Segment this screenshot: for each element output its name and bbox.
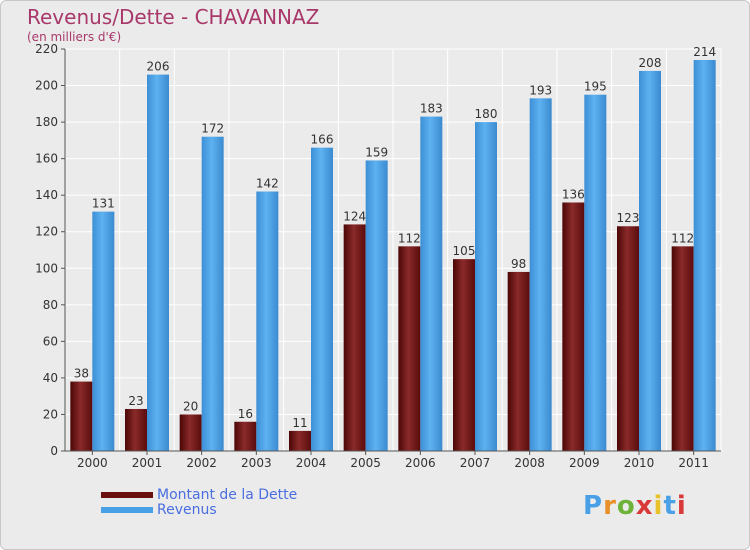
- y-tick-label: 100: [35, 261, 58, 275]
- bar-revenus: [529, 98, 552, 451]
- x-tick-label: 2008: [514, 456, 545, 470]
- bar-revenus: [201, 136, 224, 451]
- bar-revenus: [147, 74, 169, 451]
- y-tick-label: 200: [35, 79, 58, 93]
- y-tick-label: 220: [35, 42, 58, 56]
- data-label-revenus: 180: [475, 107, 498, 121]
- x-tick-label: 2000: [77, 456, 108, 470]
- x-tick-label: 2002: [186, 456, 217, 470]
- y-tick-label: 80: [43, 298, 58, 312]
- data-label-revenus: 183: [420, 102, 443, 116]
- bar-revenus: [420, 116, 443, 451]
- data-label-dette: 105: [453, 244, 476, 258]
- bar-revenus: [639, 70, 661, 451]
- chart-subtitle: (en milliers d'€): [27, 30, 122, 44]
- logo-letter: r: [603, 491, 617, 521]
- x-tick-label: 2006: [405, 456, 436, 470]
- y-tick-label: 160: [35, 152, 58, 166]
- bar-dette: [507, 271, 530, 451]
- data-label-revenus: 195: [584, 80, 607, 94]
- data-label-revenus: 208: [639, 56, 662, 70]
- data-label-dette: 98: [511, 257, 526, 271]
- legend-label-dette: Montant de la Dette: [157, 486, 298, 503]
- bar-dette: [125, 408, 147, 451]
- data-label-revenus: 206: [147, 60, 170, 74]
- data-label-revenus: 193: [529, 83, 552, 97]
- data-label-dette: 123: [617, 211, 640, 225]
- logo-letter: P: [583, 491, 604, 521]
- legend-swatch-dette: [101, 491, 153, 498]
- bar-dette: [343, 224, 366, 451]
- data-label-dette: 112: [398, 231, 421, 245]
- bar-revenus: [693, 59, 716, 452]
- x-tick-label: 2004: [296, 456, 327, 470]
- data-label-dette: 16: [238, 407, 253, 421]
- data-label-dette: 38: [74, 367, 89, 381]
- bar-dette: [617, 226, 639, 451]
- data-label-revenus: 214: [693, 45, 716, 59]
- legend-item-revenus: Revenus: [101, 501, 297, 518]
- data-label-revenus: 166: [311, 133, 334, 147]
- proxiti-logo: Proxiti: [583, 491, 687, 521]
- bar-dette: [234, 421, 257, 451]
- chart-title: Revenus/Dette - CHAVANNAZ: [27, 5, 320, 29]
- logo-letter: t: [663, 491, 677, 521]
- bar-dette: [289, 430, 311, 451]
- data-label-dette: 20: [183, 399, 198, 413]
- y-tick-label: 40: [43, 371, 58, 385]
- legend: Montant de la Dette Revenus: [101, 486, 298, 518]
- bar-revenus: [256, 191, 279, 451]
- bar-revenus: [365, 160, 388, 452]
- data-label-revenus: 131: [92, 197, 115, 211]
- bar-dette: [671, 246, 694, 451]
- logo-letter: i: [653, 491, 664, 521]
- bar-revenus: [92, 211, 115, 451]
- y-tick-label: 140: [35, 188, 58, 202]
- logo-letter: x: [635, 491, 654, 521]
- data-label-dette: 124: [343, 209, 366, 223]
- logo-letter: i: [676, 491, 687, 521]
- data-label-revenus: 172: [201, 122, 224, 136]
- data-label-dette: 11: [292, 416, 307, 430]
- data-label-dette: 112: [671, 231, 694, 245]
- bar-dette: [179, 414, 202, 451]
- legend-item-dette: Montant de la Dette: [101, 486, 298, 503]
- y-tick-label: 180: [35, 115, 58, 129]
- data-label-dette: 136: [562, 187, 585, 201]
- y-tick-label: 120: [35, 225, 58, 239]
- y-tick-label: 60: [43, 334, 58, 348]
- bar-dette: [398, 246, 421, 451]
- x-tick-label: 2010: [624, 456, 655, 470]
- bar-dette: [453, 259, 475, 451]
- x-tick-label: 2007: [460, 456, 491, 470]
- bar-dette: [70, 381, 93, 451]
- bar-dette: [562, 202, 585, 451]
- legend-label-revenus: Revenus: [157, 501, 217, 518]
- legend-swatch-revenus: [101, 506, 153, 513]
- x-tick-label: 2011: [678, 456, 709, 470]
- x-tick-label: 2005: [350, 456, 381, 470]
- x-tick-label: 2001: [132, 456, 163, 470]
- y-tick-label: 20: [43, 407, 58, 421]
- y-tick-label: 0: [50, 444, 58, 458]
- data-label-revenus: 142: [256, 177, 279, 191]
- x-tick-label: 2003: [241, 456, 272, 470]
- bar-revenus: [475, 122, 497, 451]
- data-label-revenus: 159: [365, 145, 388, 159]
- bar-revenus: [311, 147, 333, 451]
- logo-letter: o: [616, 491, 636, 521]
- x-tick-label: 2009: [569, 456, 600, 470]
- data-label-dette: 23: [128, 394, 143, 408]
- bar-revenus: [584, 94, 607, 451]
